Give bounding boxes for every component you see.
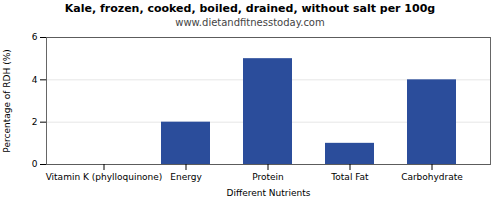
svg-text:Percentage of RDH (%): Percentage of RDH (%) <box>2 49 12 152</box>
svg-text:2: 2 <box>32 117 38 127</box>
svg-text:Vitamin K (phylloquinone): Vitamin K (phylloquinone) <box>46 172 163 182</box>
svg-text:Energy: Energy <box>170 172 202 182</box>
html-text:www.dietandfitnesstoday.com: www.dietandfitnesstoday.com <box>175 17 325 28</box>
svg-text:6: 6 <box>32 32 38 42</box>
svg-text:Different Nutrients: Different Nutrients <box>227 188 311 198</box>
svg-text:Protein: Protein <box>252 172 284 182</box>
html-text:Kale, frozen, cooked, boiled,: Kale, frozen, cooked, boiled, drained, w… <box>64 2 436 15</box>
svg-text:Carbohydrate: Carbohydrate <box>401 172 463 182</box>
svg-text:Total Fat: Total Fat <box>330 172 369 182</box>
svg-text:4: 4 <box>32 75 38 85</box>
svg-text:0: 0 <box>32 159 38 169</box>
